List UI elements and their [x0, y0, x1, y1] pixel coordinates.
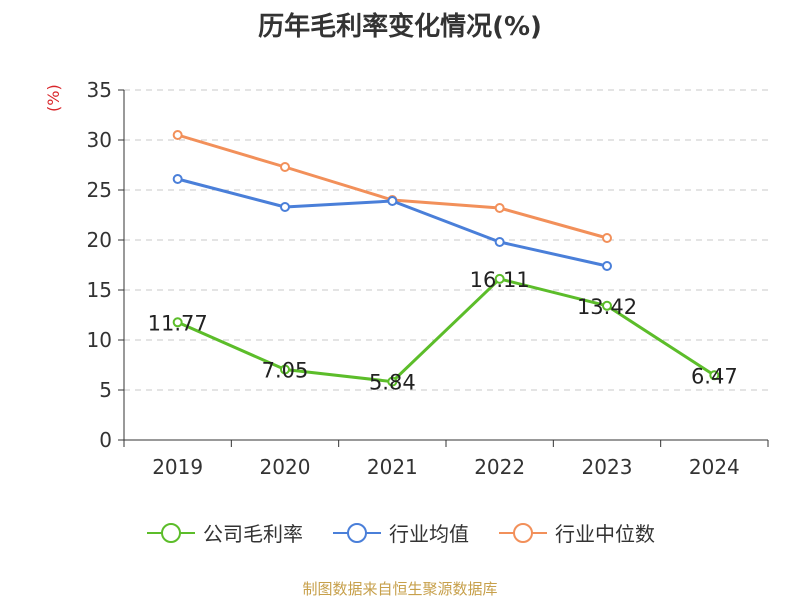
x-tick-label: 2019	[152, 455, 203, 479]
y-tick-label: 0	[99, 428, 112, 452]
data-point	[387, 196, 398, 206]
data-label: 7.05	[262, 359, 309, 383]
legend-label: 行业均值	[389, 522, 469, 546]
data-point	[602, 261, 612, 271]
data-label: 16.11	[470, 268, 530, 292]
series-line	[177, 133, 608, 240]
x-tick-label: 2020	[260, 455, 311, 479]
series-line	[177, 277, 716, 384]
legend-label: 行业中位数	[555, 522, 655, 546]
legend-item[interactable]: 公司毛利率	[145, 518, 303, 547]
data-label: 5.84	[369, 371, 416, 395]
legend-symbol	[147, 522, 195, 543]
x-tick-label: 2024	[689, 455, 740, 479]
series-line	[177, 177, 608, 268]
x-tick-label: 2023	[582, 455, 633, 479]
data-label: 13.42	[577, 295, 637, 319]
data-point	[172, 317, 183, 328]
legend-item[interactable]: 行业中位数	[497, 518, 655, 547]
y-tick-label: 5	[99, 378, 112, 402]
chart-title: 历年毛利率变化情况(%)	[258, 12, 542, 42]
data-point	[172, 130, 183, 140]
data-point	[280, 202, 290, 212]
data-source-note: 制图数据来自恒生聚源数据库	[302, 580, 498, 598]
data-label: 6.47	[691, 364, 738, 388]
y-tick-label: 10	[87, 328, 112, 352]
data-point	[709, 370, 720, 381]
data-point	[494, 237, 505, 247]
legend-symbol	[499, 522, 547, 543]
legend-label: 公司毛利率	[203, 522, 303, 546]
data-point	[494, 203, 505, 213]
data-label: 11.77	[148, 311, 208, 335]
y-tick-label: 20	[87, 228, 112, 252]
y-tick-label: 15	[87, 278, 112, 302]
x-tick-label: 2021	[367, 455, 418, 479]
chart-legend: 公司毛利率 行业均值 行业中位数	[0, 518, 800, 547]
y-tick-label: 25	[87, 178, 112, 202]
x-tick-label: 2022	[474, 455, 525, 479]
legend-item[interactable]: 行业均值	[331, 518, 469, 547]
y-tick-label: 30	[87, 128, 112, 152]
data-point	[172, 174, 183, 184]
data-point	[602, 300, 612, 311]
data-point	[280, 162, 290, 172]
data-point	[387, 376, 398, 387]
legend-symbol	[333, 522, 381, 543]
y-tick-label: 35	[87, 78, 112, 102]
data-point	[280, 364, 290, 375]
data-point	[494, 273, 505, 284]
data-point	[602, 233, 612, 243]
